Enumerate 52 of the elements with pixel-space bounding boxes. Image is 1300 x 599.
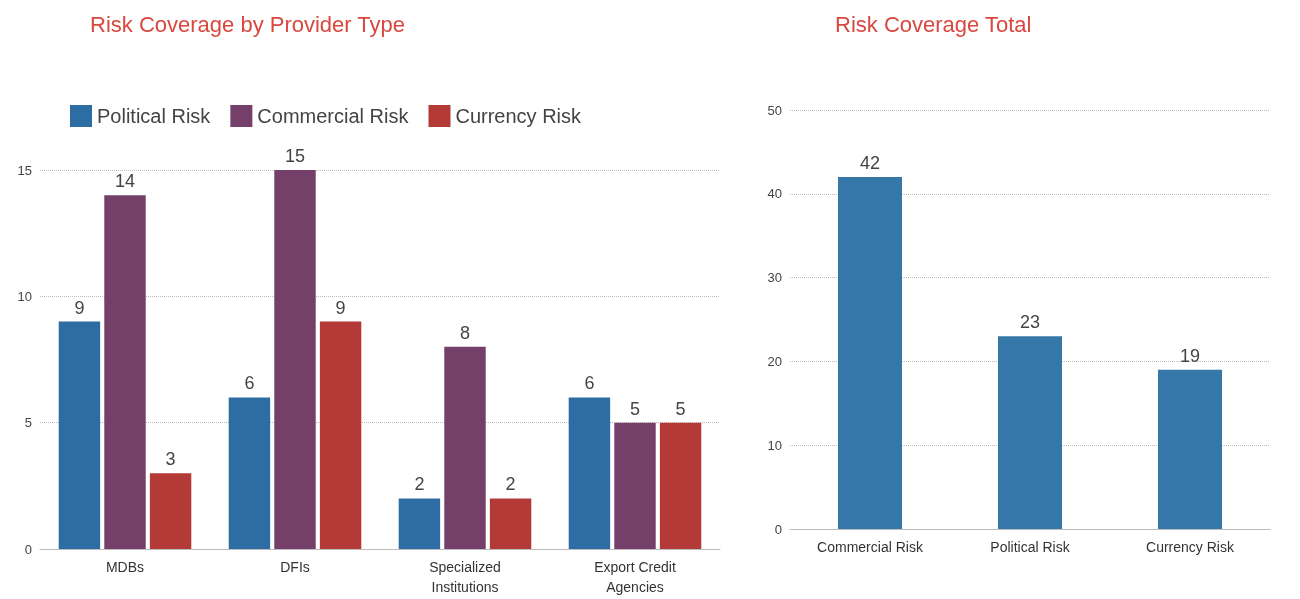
data-label: 6 [244,373,255,394]
data-label: 23 [1019,312,1041,333]
x-tick-label: Specialized Institutions [429,559,501,595]
y-tick-label: 30 [767,270,782,286]
legend-label: Currency Risk [455,105,583,127]
y-tick-label: 10 [767,437,782,453]
data-label: 5 [629,398,641,419]
data-label: 5 [675,398,686,419]
bar [659,422,702,549]
bar [1158,369,1222,529]
legend-label: Political Risk [97,105,212,127]
y-tick-label: 50 [767,102,782,118]
x-tick-label: DFIs [280,559,310,575]
data-label: 14 [114,171,136,192]
bar [489,498,532,549]
x-tick-label: MDBs [105,559,145,575]
data-label: 2 [414,474,425,495]
bar [614,422,656,549]
data-label: 8 [459,322,471,343]
data-label: 9 [335,297,346,318]
chart-title: Risk Coverage Total [835,11,1032,37]
y-tick-label: 20 [767,353,782,369]
y-tick-label: 0 [774,521,782,537]
data-label: 19 [1179,345,1201,366]
data-label: 42 [859,153,881,174]
bar [274,170,316,549]
x-tick-label: Commercial Risk [817,539,924,555]
data-label: 15 [284,146,306,166]
y-tick-label: 0 [24,541,32,557]
x-tick-label: Export Credit Agencies [594,559,676,595]
bar [319,321,362,549]
data-label: 6 [584,373,595,394]
bar [228,397,271,549]
x-tick-label: Political Risk [990,539,1071,555]
data-label: 3 [165,449,176,470]
y-tick-label: 40 [767,186,782,202]
y-tick-label: 10 [17,288,32,304]
data-label: 2 [505,474,516,495]
bar [58,321,101,549]
bar [398,498,441,549]
y-tick-label: 5 [24,415,32,431]
bar [568,397,611,549]
data-label: 9 [74,297,85,318]
bar [444,346,486,549]
y-tick-label: 15 [17,162,32,178]
bar [838,177,902,529]
bar [998,336,1062,529]
chart-title: Risk Coverage by Provider Type [90,11,406,37]
x-tick-label: Currency Risk [1146,539,1235,555]
legend-label: Commercial Risk [257,105,410,127]
bar [149,473,192,549]
bar [104,195,146,549]
